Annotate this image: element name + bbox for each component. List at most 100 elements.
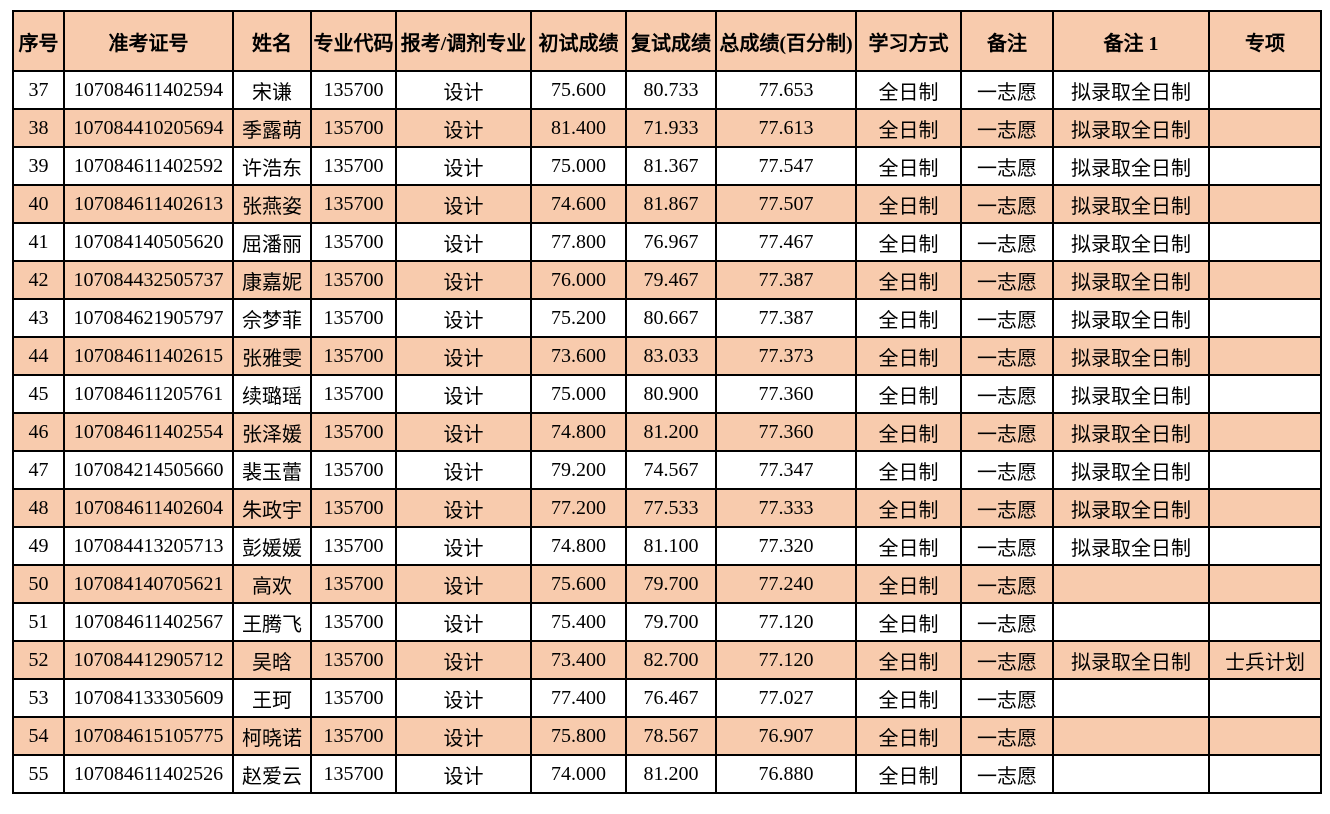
- table-cell: 一志愿: [960, 564, 1054, 604]
- table-cell: 一志愿: [960, 336, 1054, 376]
- table-row: 51 107084611402567 王腾飞 135700 设计 75.400 79.700…: [12, 602, 1322, 642]
- table-cell: 80.667: [625, 298, 717, 338]
- table-cell: 38: [12, 108, 65, 148]
- table-cell: 75.600: [530, 564, 627, 604]
- table-cell: 75.000: [530, 374, 627, 414]
- table-cell: 拟录取全日制: [1052, 222, 1210, 262]
- table-cell: 135700: [310, 602, 397, 642]
- table-cell: 135700: [310, 374, 397, 414]
- table-cell: [1208, 374, 1322, 414]
- column-header: 复试成绩: [625, 10, 717, 72]
- table-cell: 107084214505660: [63, 450, 234, 490]
- table-cell: [1208, 412, 1322, 452]
- table-cell: 76.000: [530, 260, 627, 300]
- table-cell: 一志愿: [960, 602, 1054, 642]
- table-cell: 设计: [395, 488, 532, 528]
- table-cell: 77.120: [715, 640, 857, 680]
- table-cell: 一志愿: [960, 70, 1054, 110]
- table-cell: 77.320: [715, 526, 857, 566]
- table-cell: 拟录取全日制: [1052, 336, 1210, 376]
- table-cell: 续璐瑶: [232, 374, 312, 414]
- table-cell: 设计: [395, 526, 532, 566]
- table-cell: 设计: [395, 222, 532, 262]
- column-header: 备注: [960, 10, 1054, 72]
- table-cell: 107084611402567: [63, 602, 234, 642]
- table-cell: 54: [12, 716, 65, 756]
- table-cell: 107084432505737: [63, 260, 234, 300]
- table-cell: 全日制: [855, 260, 962, 300]
- table-cell: 高欢: [232, 564, 312, 604]
- table-cell: 宋谦: [232, 70, 312, 110]
- table-row: 47 107084214505660 裴玉蕾 135700 设计 79.200 74.567…: [12, 450, 1322, 490]
- table-cell: 81.367: [625, 146, 717, 186]
- table-cell: 50: [12, 564, 65, 604]
- table-cell: 设计: [395, 298, 532, 338]
- table-cell: 37: [12, 70, 65, 110]
- table-cell: [1208, 184, 1322, 224]
- table-cell: 135700: [310, 260, 397, 300]
- table-cell: 47: [12, 450, 65, 490]
- table-cell: 107084611402592: [63, 146, 234, 186]
- table-cell: 41: [12, 222, 65, 262]
- table-cell: 43: [12, 298, 65, 338]
- table-cell: 一志愿: [960, 298, 1054, 338]
- table-cell: 40: [12, 184, 65, 224]
- table-cell: 佘梦菲: [232, 298, 312, 338]
- table-cell: 77.240: [715, 564, 857, 604]
- table-cell: 107084140505620: [63, 222, 234, 262]
- table-cell: 王腾飞: [232, 602, 312, 642]
- table-cell: 77.613: [715, 108, 857, 148]
- table-cell: 76.967: [625, 222, 717, 262]
- table-cell: 拟录取全日制: [1052, 526, 1210, 566]
- table-cell: 一志愿: [960, 488, 1054, 528]
- table-cell: 柯晓诺: [232, 716, 312, 756]
- table-cell: 拟录取全日制: [1052, 108, 1210, 148]
- header-row: 序号 准考证号 姓名 专业代码 报考/调剂专业 初试成绩 复试成绩 总成绩(百分制) 学习方式备…: [12, 10, 1322, 72]
- table-cell: 一志愿: [960, 146, 1054, 186]
- table-cell: 81.400: [530, 108, 627, 148]
- table-cell: [1208, 336, 1322, 376]
- table-cell: 拟录取全日制: [1052, 450, 1210, 490]
- table-cell: 全日制: [855, 184, 962, 224]
- table-cell: 135700: [310, 526, 397, 566]
- table-cell: 107084611402554: [63, 412, 234, 452]
- table-cell: 77.547: [715, 146, 857, 186]
- table-cell: 拟录取全日制: [1052, 146, 1210, 186]
- table-row: 39 107084611402592 许浩东 135700 设计 75.000 81.367…: [12, 146, 1322, 186]
- table-cell: 全日制: [855, 640, 962, 680]
- table-cell: 张泽媛: [232, 412, 312, 452]
- table-cell: 全日制: [855, 108, 962, 148]
- table-cell: 77.467: [715, 222, 857, 262]
- table-cell: 79.700: [625, 564, 717, 604]
- table-cell: 48: [12, 488, 65, 528]
- table-cell: 康嘉妮: [232, 260, 312, 300]
- table-cell: 全日制: [855, 412, 962, 452]
- table-cell: 许浩东: [232, 146, 312, 186]
- table-cell: 44: [12, 336, 65, 376]
- table-cell: 77.387: [715, 298, 857, 338]
- table-cell: 83.033: [625, 336, 717, 376]
- column-header: 专项: [1208, 10, 1322, 72]
- table-cell: 49: [12, 526, 65, 566]
- column-header: 初试成绩: [530, 10, 627, 72]
- table-cell: 一志愿: [960, 184, 1054, 224]
- table-cell: 77.400: [530, 678, 627, 718]
- table-cell: [1052, 678, 1210, 718]
- column-header: 学习方式: [855, 10, 962, 72]
- table-row: 53 107084133305609 王珂 135700 设计 77.400 76.467 7…: [12, 678, 1322, 718]
- table-cell: 107084410205694: [63, 108, 234, 148]
- table-cell: 107084611402613: [63, 184, 234, 224]
- table-cell: 拟录取全日制: [1052, 488, 1210, 528]
- table-cell: 80.900: [625, 374, 717, 414]
- table-cell: 一志愿: [960, 754, 1054, 794]
- table-cell: 77.333: [715, 488, 857, 528]
- table-cell: [1208, 716, 1322, 756]
- table-cell: 75.600: [530, 70, 627, 110]
- table-cell: 拟录取全日制: [1052, 374, 1210, 414]
- table-row: 37 107084611402594 宋谦 135700 设计 75.600 80.733 7…: [12, 70, 1322, 110]
- table-cell: [1208, 450, 1322, 490]
- table-cell: 设计: [395, 374, 532, 414]
- table-cell: 79.200: [530, 450, 627, 490]
- table-cell: [1208, 298, 1322, 338]
- column-header: 准考证号: [63, 10, 234, 72]
